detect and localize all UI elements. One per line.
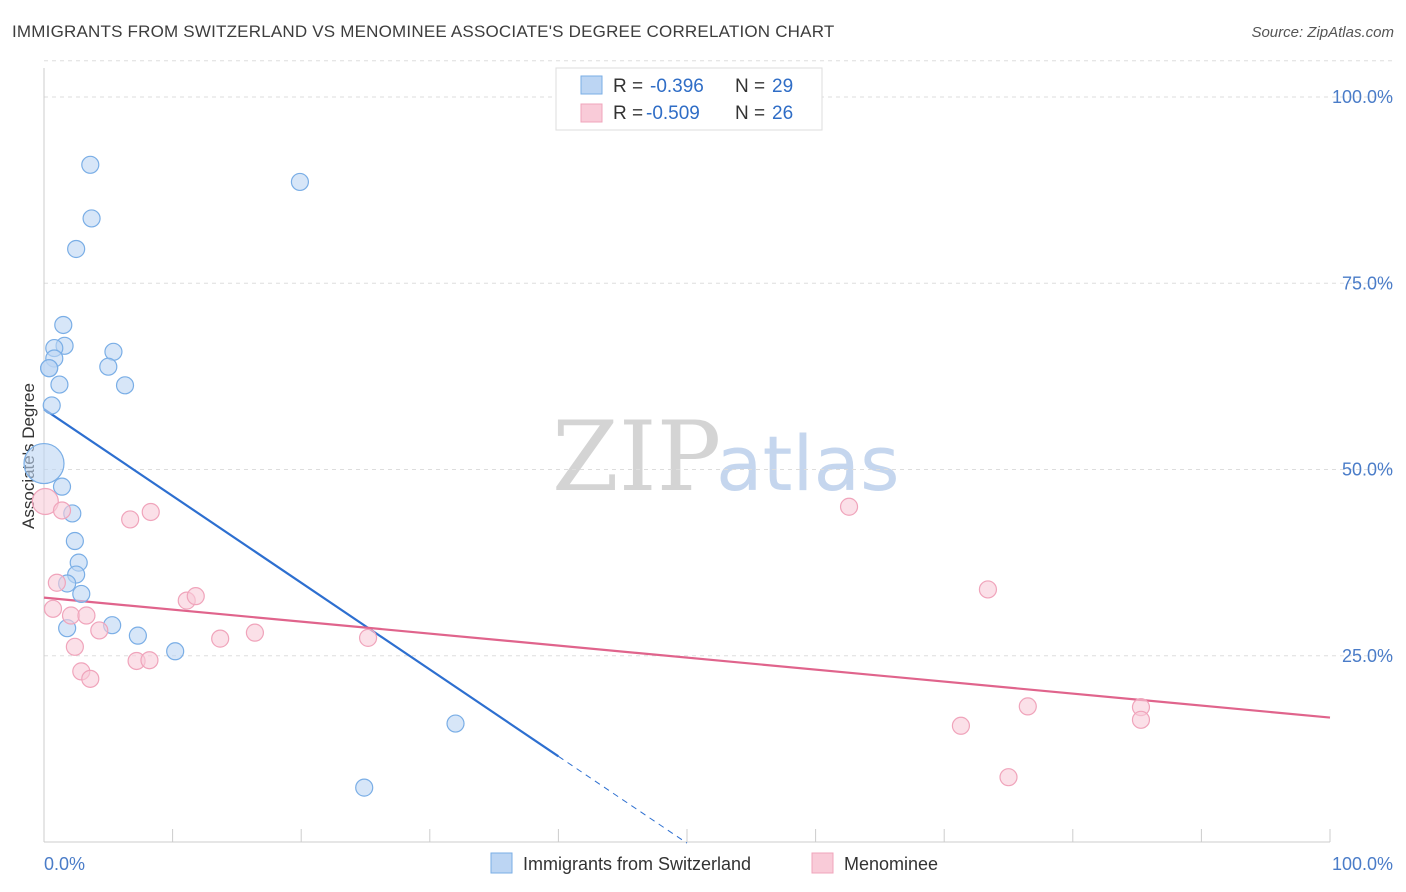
stats-legend-swatch-switzerland	[580, 75, 603, 95]
data-point-0-27	[355, 778, 374, 797]
stats-legend-n-label-1: N =	[735, 76, 765, 97]
x-tick-label-max: 100.0%	[1332, 854, 1393, 874]
trend-line-extension-0	[558, 755, 688, 844]
data-point-1-3	[141, 502, 160, 522]
stats-legend-r-label-1: R =	[613, 76, 643, 97]
data-point-1-9	[65, 637, 84, 656]
data-point-0-3	[54, 315, 73, 335]
trend-line-1	[43, 596, 1331, 719]
data-point-0-11	[115, 376, 135, 395]
data-point-1-4	[47, 573, 66, 592]
y-tick-label-25: 25.0%	[1342, 646, 1393, 666]
data-point-1-18	[358, 628, 378, 647]
series-legend: Immigrants from Switzerland Menominee	[490, 852, 938, 874]
trend-line-0	[43, 408, 560, 758]
data-point-1-21	[1018, 697, 1037, 716]
data-points	[23, 155, 1151, 797]
data-point-1-25	[999, 768, 1018, 787]
watermark-zip: ZIP	[552, 401, 721, 513]
data-point-1-5	[43, 599, 63, 618]
stats-legend-swatch-menominee	[580, 103, 603, 123]
data-point-0-25	[290, 172, 310, 192]
trend-lines	[43, 408, 1331, 844]
x-tick-label-min: 0.0%	[44, 854, 85, 874]
data-point-1-20	[978, 580, 998, 599]
stats-legend: R = -0.396 N = 29 R = -0.509 N = 26	[555, 67, 823, 131]
data-point-0-1	[82, 209, 101, 228]
data-point-0-13	[23, 442, 65, 485]
stats-legend-r-value-2: -0.509	[646, 103, 700, 124]
data-point-1-0	[31, 487, 59, 516]
series-legend-swatch-switzerland	[490, 852, 513, 874]
data-point-1-11	[186, 587, 205, 606]
x-ticks	[43, 829, 1331, 842]
data-point-1-8	[90, 621, 109, 640]
data-point-0-16	[65, 531, 84, 551]
y-tick-label-75: 75.0%	[1342, 273, 1393, 293]
data-point-1-15	[140, 651, 159, 670]
stats-legend-r-value-1: -0.396	[650, 76, 704, 97]
chart-title: IMMIGRANTS FROM SWITZERLAND VS MENOMINEE…	[12, 22, 835, 41]
data-point-0-9	[99, 357, 118, 376]
data-point-0-28	[40, 359, 59, 378]
y-tick-label-100: 100.0%	[1332, 87, 1393, 107]
y-tick-label-50: 50.0%	[1342, 460, 1393, 480]
data-point-1-24	[1131, 710, 1151, 729]
y-tick-labels: 100.0% 75.0% 50.0% 25.0%	[1332, 87, 1393, 666]
data-point-0-2	[67, 239, 86, 259]
chart-source: Source: ZipAtlas.com	[1251, 24, 1394, 41]
stats-legend-r-label-2: R =	[613, 103, 643, 124]
stats-legend-n-label-2: N =	[735, 103, 765, 124]
series-legend-swatch-menominee	[811, 852, 834, 874]
stats-legend-n-value-2: 26	[772, 103, 793, 124]
data-point-1-7	[77, 606, 96, 625]
data-point-1-1	[52, 501, 72, 520]
data-point-0-26	[446, 714, 465, 733]
data-point-1-2	[121, 510, 140, 529]
watermark-atlas: atlas	[716, 419, 900, 508]
data-point-0-12	[42, 396, 61, 415]
gridlines	[44, 60, 1393, 657]
data-point-1-13	[245, 623, 265, 642]
data-point-0-24	[166, 642, 185, 661]
series-legend-label-switzerland: Immigrants from Switzerland	[523, 854, 751, 874]
data-point-1-22	[951, 716, 971, 735]
data-point-0-20	[72, 584, 91, 604]
data-point-0-10	[50, 375, 69, 394]
data-point-1-17	[81, 669, 100, 688]
data-point-0-14	[52, 477, 72, 496]
data-point-1-12	[211, 629, 230, 648]
data-point-1-6	[61, 606, 81, 625]
data-point-0-0	[81, 155, 100, 174]
stats-legend-n-value-1: 29	[772, 76, 793, 97]
series-legend-label-menominee: Menominee	[844, 854, 938, 874]
data-point-0-23	[128, 626, 147, 645]
data-point-1-19	[839, 497, 859, 516]
